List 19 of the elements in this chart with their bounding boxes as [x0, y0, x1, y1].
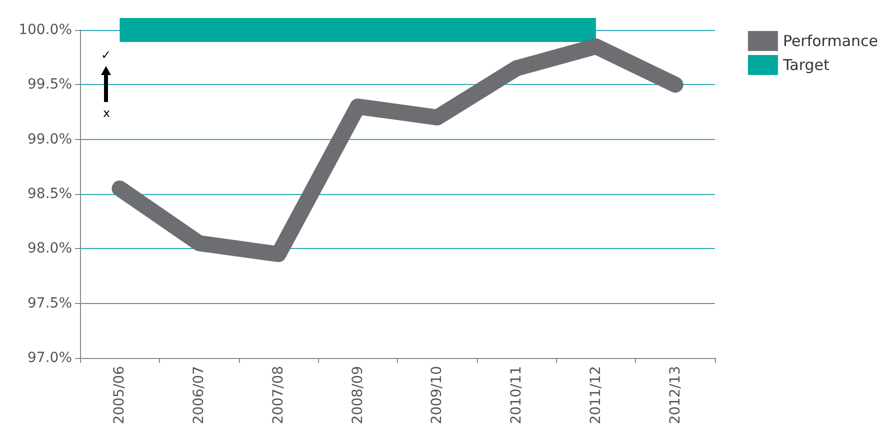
- annotation: x: [103, 106, 110, 120]
- y-tick-label: 98.0%: [28, 240, 72, 257]
- x-tick-label: 2011/12: [588, 366, 604, 424]
- legend-label: Target: [782, 56, 830, 74]
- annotation: ✓: [101, 48, 112, 62]
- y-tick-label: 98.5%: [28, 186, 72, 202]
- x-tick-label: 2008/09: [350, 366, 366, 424]
- x-tick-label: 2005/06: [112, 366, 128, 424]
- x-tick-label: 2006/07: [191, 366, 208, 424]
- y-tick-label: 97.5%: [28, 295, 72, 312]
- x-tick-label: 2009/10: [429, 366, 446, 424]
- y-tick-label: 100.0%: [18, 22, 72, 38]
- y-tick-label: 99.0%: [28, 131, 72, 148]
- legend-label: Performance: [782, 32, 878, 50]
- y-tick-label: 97.0%: [28, 350, 72, 366]
- x-tick-label: 2012/13: [667, 366, 684, 424]
- y-tick-label: 99.5%: [28, 76, 72, 93]
- x-tick-label: 2007/08: [270, 366, 286, 424]
- x-tick-label: 2010/11: [508, 366, 525, 424]
